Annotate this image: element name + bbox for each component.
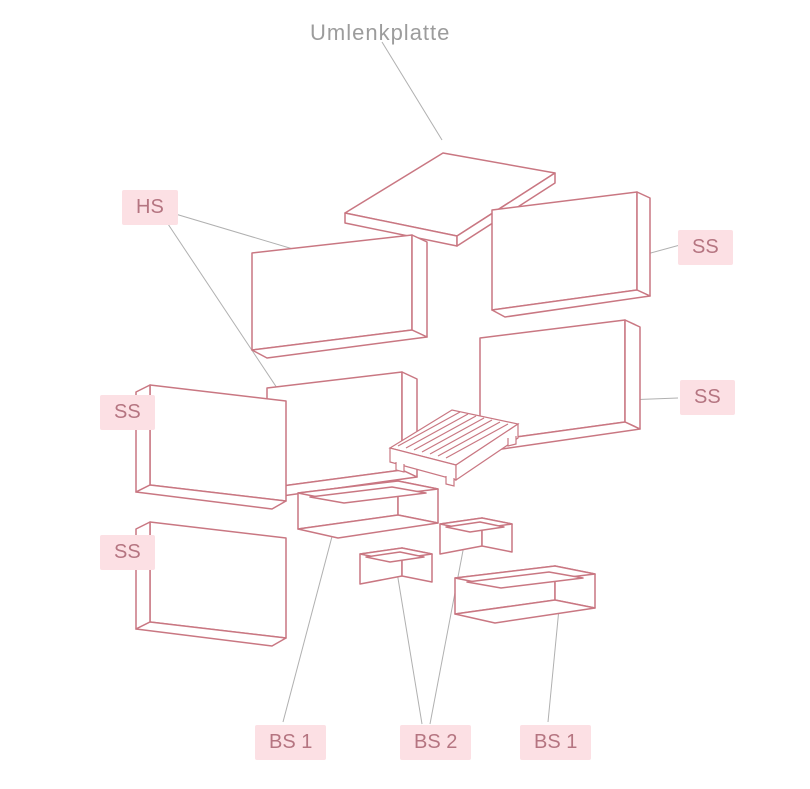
bs1-left-label: BS 1 — [255, 725, 326, 760]
hs-label: HS — [122, 190, 178, 225]
exploded-view-diagram: Umlenkplatte — [0, 0, 810, 789]
bs2-left-block — [360, 540, 450, 600]
ss-bot-left-label: SS — [100, 535, 155, 570]
ss-top-right-panel — [492, 192, 667, 332]
ss-top-right-label: SS — [678, 230, 733, 265]
bs1-left-tray — [298, 465, 458, 545]
bs2-label: BS 2 — [400, 725, 471, 760]
hs-upper-panel — [252, 235, 452, 375]
bs1-right-tray — [455, 550, 615, 630]
ss-mid-left-label: SS — [100, 395, 155, 430]
ss-mid-left-panel — [136, 385, 306, 525]
ss-bot-left-panel — [136, 522, 306, 662]
bs1-right-label: BS 1 — [520, 725, 591, 760]
ss-mid-right-label: SS — [680, 380, 735, 415]
